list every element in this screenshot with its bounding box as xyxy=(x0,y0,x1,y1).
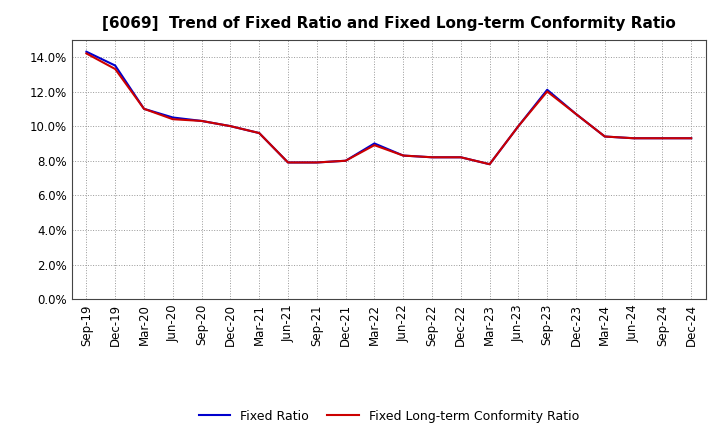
Fixed Long-term Conformity Ratio xyxy=(312,160,321,165)
Fixed Ratio xyxy=(687,136,696,141)
Fixed Ratio xyxy=(485,161,494,167)
Fixed Long-term Conformity Ratio xyxy=(168,117,177,122)
Fixed Ratio xyxy=(572,111,580,117)
Fixed Ratio xyxy=(629,136,638,141)
Fixed Ratio xyxy=(226,124,235,129)
Fixed Long-term Conformity Ratio xyxy=(399,153,408,158)
Fixed Long-term Conformity Ratio xyxy=(226,124,235,129)
Fixed Ratio xyxy=(600,134,609,139)
Fixed Ratio xyxy=(543,87,552,92)
Line: Fixed Long-term Conformity Ratio: Fixed Long-term Conformity Ratio xyxy=(86,53,691,164)
Fixed Long-term Conformity Ratio xyxy=(687,136,696,141)
Line: Fixed Ratio: Fixed Ratio xyxy=(86,52,691,164)
Fixed Ratio xyxy=(399,153,408,158)
Fixed Long-term Conformity Ratio xyxy=(284,160,292,165)
Fixed Ratio xyxy=(341,158,350,163)
Fixed Long-term Conformity Ratio xyxy=(514,124,523,129)
Fixed Long-term Conformity Ratio xyxy=(197,118,206,124)
Fixed Ratio xyxy=(456,154,465,160)
Fixed Ratio xyxy=(82,49,91,55)
Fixed Ratio xyxy=(255,130,264,136)
Fixed Long-term Conformity Ratio xyxy=(600,134,609,139)
Fixed Long-term Conformity Ratio xyxy=(341,158,350,163)
Fixed Ratio xyxy=(514,124,523,129)
Fixed Long-term Conformity Ratio xyxy=(485,161,494,167)
Fixed Ratio xyxy=(312,160,321,165)
Fixed Long-term Conformity Ratio xyxy=(629,136,638,141)
Fixed Long-term Conformity Ratio xyxy=(111,66,120,72)
Fixed Long-term Conformity Ratio xyxy=(255,130,264,136)
Title: [6069]  Trend of Fixed Ratio and Fixed Long-term Conformity Ratio: [6069] Trend of Fixed Ratio and Fixed Lo… xyxy=(102,16,675,32)
Fixed Ratio xyxy=(111,63,120,68)
Fixed Long-term Conformity Ratio xyxy=(82,51,91,56)
Fixed Long-term Conformity Ratio xyxy=(658,136,667,141)
Fixed Long-term Conformity Ratio xyxy=(140,106,148,111)
Fixed Long-term Conformity Ratio xyxy=(428,154,436,160)
Fixed Ratio xyxy=(140,106,148,111)
Fixed Long-term Conformity Ratio xyxy=(370,143,379,148)
Legend: Fixed Ratio, Fixed Long-term Conformity Ratio: Fixed Ratio, Fixed Long-term Conformity … xyxy=(194,405,584,428)
Fixed Long-term Conformity Ratio xyxy=(543,89,552,94)
Fixed Ratio xyxy=(428,154,436,160)
Fixed Ratio xyxy=(197,118,206,124)
Fixed Long-term Conformity Ratio xyxy=(456,154,465,160)
Fixed Ratio xyxy=(284,160,292,165)
Fixed Ratio xyxy=(658,136,667,141)
Fixed Ratio xyxy=(168,115,177,120)
Fixed Long-term Conformity Ratio xyxy=(572,111,580,117)
Fixed Ratio xyxy=(370,141,379,146)
